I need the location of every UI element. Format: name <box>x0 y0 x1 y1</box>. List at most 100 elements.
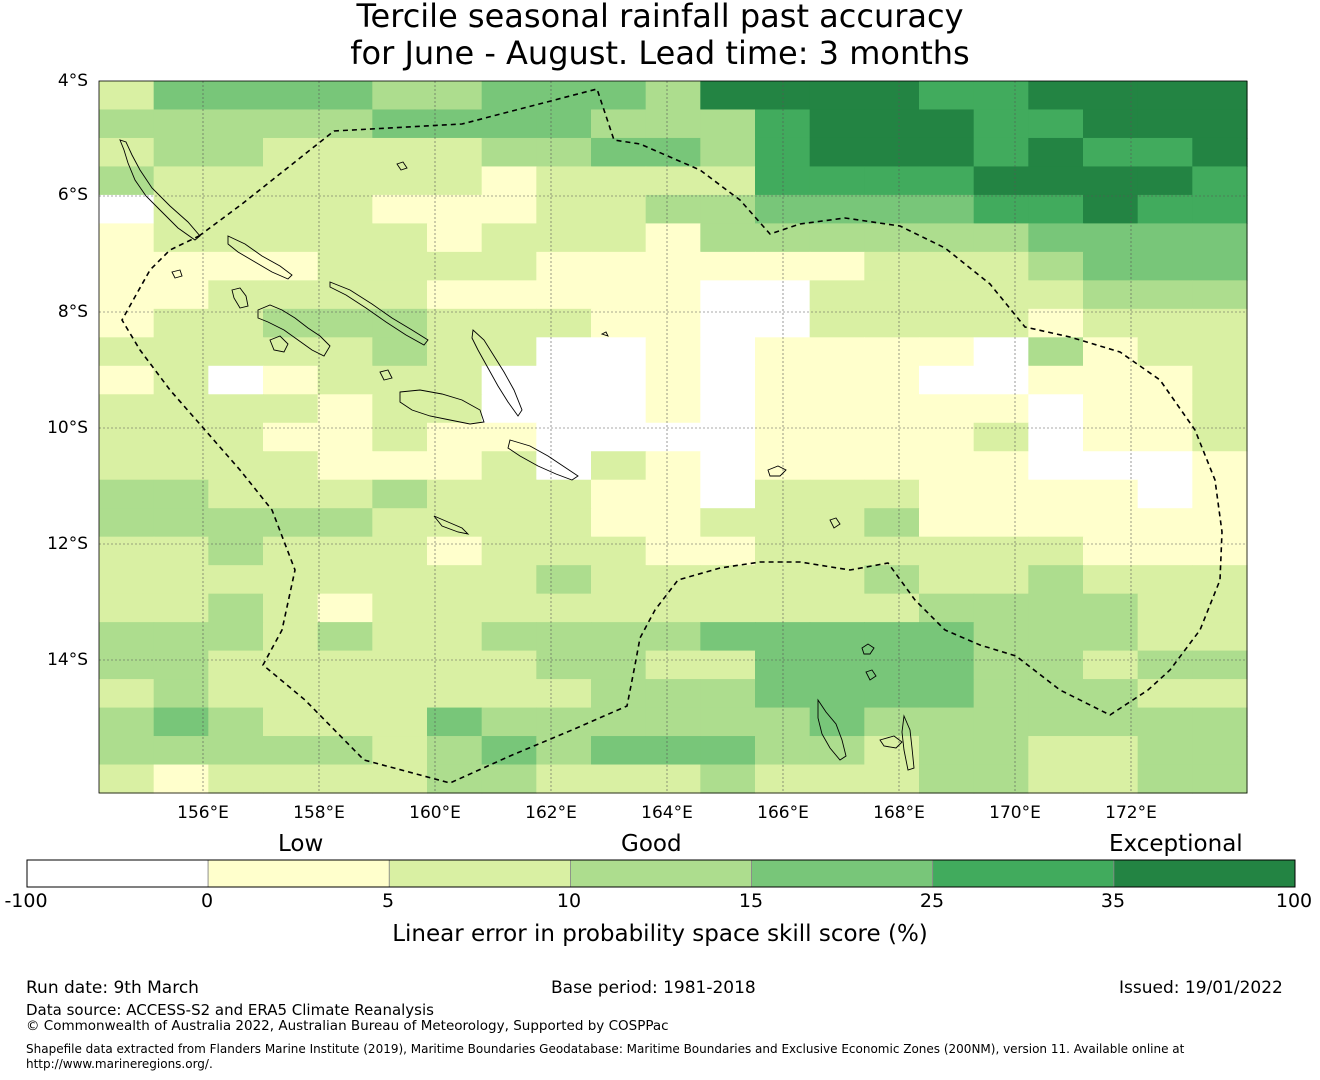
grid-cell <box>700 536 756 566</box>
grid-cell <box>317 707 373 737</box>
grid-cell <box>645 422 701 452</box>
grid-cell <box>973 394 1029 424</box>
grid-cell <box>1083 166 1139 196</box>
grid-cell <box>208 536 264 566</box>
grid-cell <box>809 109 865 139</box>
grid-cell <box>755 707 811 737</box>
grid-cell <box>919 166 975 196</box>
grid-cell <box>317 194 373 224</box>
grid-cell <box>208 308 264 338</box>
grid-cell <box>755 308 811 338</box>
rennell-island <box>433 515 470 535</box>
grid-cell <box>1137 109 1193 139</box>
colorbar <box>26 859 1296 888</box>
lat-label-8s: 8°S <box>57 302 88 322</box>
grid-cell <box>536 109 592 139</box>
grid-cell <box>263 764 319 794</box>
grid-cell <box>919 622 975 652</box>
grid-cell <box>973 137 1029 168</box>
lon-label-166e: 166°E <box>757 803 809 823</box>
grid-cell <box>591 223 647 253</box>
grid-cell <box>208 622 264 652</box>
grid-cell <box>1137 736 1193 766</box>
grid-cell <box>973 593 1029 623</box>
grid-cell <box>317 622 373 652</box>
grid-cell <box>645 508 701 538</box>
grid-cell <box>645 365 701 395</box>
grid-cell <box>99 593 155 623</box>
lon-label-172e: 172°E <box>1105 803 1157 823</box>
grid-cell <box>1192 109 1248 139</box>
grid-cell <box>481 337 537 367</box>
grid-cell <box>372 479 428 509</box>
grid-cell <box>1028 479 1084 509</box>
lon-label-164e: 164°E <box>641 803 693 823</box>
grid-cell <box>919 764 975 794</box>
grid-cell <box>99 223 155 253</box>
colorbar-swatch <box>932 859 1115 888</box>
grid-cell <box>153 137 209 168</box>
grid-cell <box>536 81 592 111</box>
grid-cell <box>809 565 865 595</box>
grid-cell <box>864 137 920 168</box>
grid-cell <box>153 479 209 509</box>
grid-cell <box>973 679 1029 709</box>
colorbar-tick: 0 <box>200 890 214 912</box>
grid-cell <box>263 422 319 452</box>
grid-cell <box>372 451 428 481</box>
malaita-island <box>471 329 523 417</box>
grid-cell <box>317 650 373 680</box>
grid-cell <box>99 679 155 709</box>
grid-cell <box>99 81 155 111</box>
grid-cell <box>481 536 537 566</box>
grid-cell <box>1137 223 1193 253</box>
grid-cell <box>645 707 701 737</box>
grid-cell <box>536 707 592 737</box>
sikaiana-atoll <box>600 331 609 337</box>
grid-cell <box>809 251 865 281</box>
lat-label-4s: 4°S <box>57 71 88 91</box>
grid-cell <box>1192 536 1248 566</box>
grid-cell <box>700 707 756 737</box>
grid-cell <box>153 194 209 224</box>
grid-cell <box>1028 593 1084 623</box>
grid-cell <box>208 365 264 395</box>
grid-cell <box>481 137 537 168</box>
run-date: Run date: 9th March <box>26 978 199 998</box>
grid-cell <box>1028 81 1084 111</box>
grid-cell <box>919 536 975 566</box>
grid-cell <box>427 166 483 196</box>
grid-cell <box>99 764 155 794</box>
grid-cell <box>645 650 701 680</box>
grid-cell <box>263 451 319 481</box>
grid-cell <box>755 337 811 367</box>
grid-cell <box>263 736 319 766</box>
colorbar-tick: 15 <box>738 890 764 912</box>
grid-cell <box>153 736 209 766</box>
grid-cell <box>919 280 975 310</box>
grid-cell <box>427 736 483 766</box>
grid-cell <box>700 479 756 509</box>
grid-cell <box>809 451 865 481</box>
grid-cell <box>591 394 647 424</box>
treasury-islands <box>231 287 249 309</box>
grid-cell <box>1137 308 1193 338</box>
grid-cell <box>1137 536 1193 566</box>
grid-cell <box>427 365 483 395</box>
grid-cell <box>1083 280 1139 310</box>
grid-cell <box>591 280 647 310</box>
choiseul-island <box>227 235 293 280</box>
grid-cell <box>809 223 865 253</box>
grid-cell <box>1083 764 1139 794</box>
legend-category-low: Low <box>278 831 324 857</box>
grid-cell <box>372 707 428 737</box>
grid-cell <box>263 337 319 367</box>
grid-cell <box>427 593 483 623</box>
grid-cell <box>1137 593 1193 623</box>
colorbar-frame <box>26 859 1296 888</box>
grid-cell <box>317 479 373 509</box>
grid-cell <box>645 479 701 509</box>
grid-cell <box>1083 650 1139 680</box>
grid-cell <box>700 394 756 424</box>
grid-cell <box>481 251 537 281</box>
